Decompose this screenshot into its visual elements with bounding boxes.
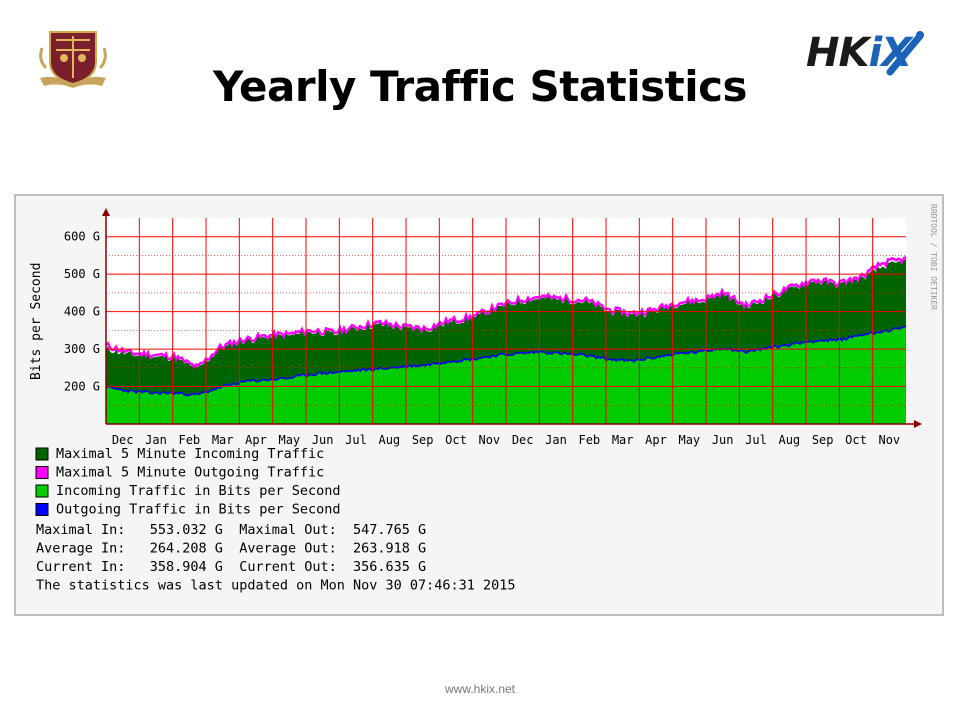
legend-label: Incoming Traffic in Bits per Second (56, 483, 340, 499)
x-tick-label: Oct (845, 433, 867, 447)
stats-line: Average In: 264.208 G Average Out: 263.9… (36, 541, 426, 557)
hkix-text-hk: HK (806, 30, 869, 76)
y-axis-arrow-icon (102, 208, 110, 216)
x-tick-label: Feb (578, 433, 600, 447)
hkix-logo: HKiX (806, 26, 930, 82)
x-tick-label: Jun (712, 433, 734, 447)
legend-swatch (35, 484, 49, 498)
hkix-swoosh-icon (886, 31, 924, 76)
footer-url: www.hkix.net (444, 682, 516, 696)
traffic-chart: 200 G 300 G 400 G 500 G 600 G Dec Jan Feb Mar Ap… (29, 204, 938, 594)
x-tick-label: Nov (478, 433, 500, 447)
x-tick-label: Aug (778, 433, 800, 447)
x-tick-label: Nov (878, 433, 900, 447)
stats-line: Maximal In: 553.032 G Maximal Out: 547.7… (36, 522, 426, 538)
y-tick-label: 300 G (64, 342, 100, 356)
legend-label: Outgoing Traffic in Bits per Second (56, 502, 340, 518)
x-tick-label: Jul (345, 433, 367, 447)
stats-line: The statistics was last updated on Mon N… (36, 578, 516, 594)
legend-swatch (35, 503, 49, 516)
x-tick-label: Apr (645, 433, 667, 447)
legend-swatch (35, 447, 49, 461)
university-crest-logo (36, 28, 110, 90)
crest-icon (39, 31, 107, 88)
x-tick-label: Jul (745, 433, 767, 447)
x-tick-label: Aug (378, 433, 400, 447)
x-tick-label: Feb (178, 433, 200, 447)
legend-label: Maximal 5 Minute Incoming Traffic (56, 446, 324, 462)
x-tick-label: Jun (312, 433, 334, 447)
x-tick-label: Dec (512, 433, 534, 447)
x-tick-label: Jan (545, 433, 567, 447)
y-axis-label: Bits per Second (29, 263, 44, 380)
x-tick-label: Sep (812, 433, 834, 447)
y-tick-label: 200 G (64, 380, 100, 394)
x-tick-label: Mar (612, 433, 634, 447)
legend-swatch (35, 466, 49, 479)
stats-line: Current In: 358.904 G Current Out: 356.6… (36, 559, 426, 575)
x-tick-label: Oct (445, 433, 467, 447)
x-tick-label: May (278, 433, 300, 447)
y-tick-label: 500 G (64, 267, 100, 281)
x-axis-arrow-icon (914, 420, 922, 428)
x-tick-label: May (678, 433, 700, 447)
rrdtool-watermark: RRDTOOL / TOBI OETIKER (929, 204, 938, 310)
x-tick-label: Jan (145, 433, 167, 447)
x-tick-label: Dec (112, 433, 134, 447)
y-tick-label: 600 G (64, 230, 100, 244)
x-tick-label: Apr (245, 433, 267, 447)
slide-title: Yearly Traffic Statistics (212, 62, 748, 111)
x-tick-label: Sep (412, 433, 434, 447)
x-tick-label: Mar (212, 433, 234, 447)
legend-label: Maximal 5 Minute Outgoing Traffic (56, 465, 324, 481)
mrtg-graph-panel: 200 G 300 G 400 G 500 G 600 G Dec Jan Feb Mar Ap… (14, 194, 944, 616)
y-tick-label: 400 G (64, 305, 100, 319)
